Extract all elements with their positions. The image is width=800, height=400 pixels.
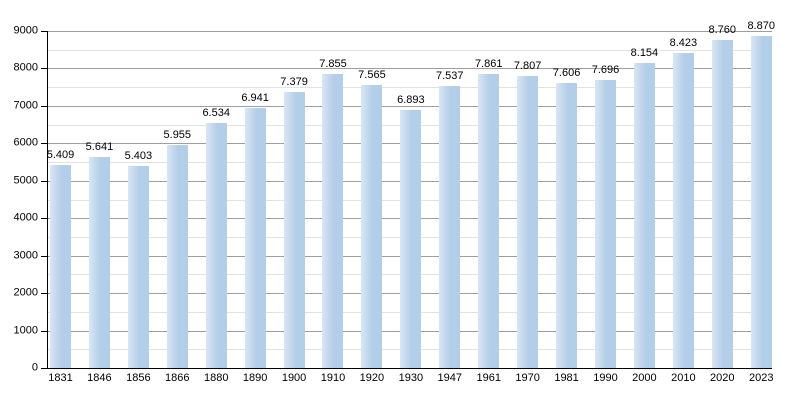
bar (711, 40, 733, 368)
bar-value-label: 7.696 (591, 63, 620, 76)
y-axis-tick-label: 6000 (13, 136, 38, 149)
y-axis-tick (41, 68, 47, 70)
bar (672, 52, 694, 368)
x-axis-tick-label: 1866 (165, 372, 190, 384)
gridline-major (48, 68, 772, 70)
x-axis-tick-label: 1910 (320, 372, 346, 384)
plot-area: 5.409 5.641 5.403 5.955 6.534 6.941 7.379 7.855… (46, 20, 775, 368)
x-axis-tick-label: 1880 (203, 372, 229, 384)
bar (127, 165, 149, 368)
bar-value-label: 7.807 (513, 59, 542, 72)
bar-value-label: 6.534 (202, 107, 230, 120)
bar-value-label: 8.870 (747, 19, 775, 32)
bar (322, 73, 344, 368)
y-axis-tick-label: 3000 (13, 249, 38, 262)
x-axis-tick-label: 1890 (242, 372, 268, 384)
bar (166, 145, 188, 368)
x-axis-tick-label: 2010 (671, 372, 696, 384)
x-axis-tick-label: 1846 (87, 372, 112, 384)
x-axis-tick-label: 1947 (437, 372, 463, 384)
y-axis-tick (41, 105, 47, 107)
bar-value-label: 8.760 (708, 24, 737, 36)
x-axis-tick-label: 1981 (554, 372, 579, 384)
bar (283, 91, 305, 368)
bar (439, 85, 461, 368)
bar-value-label: 8.154 (630, 46, 659, 59)
bar-value-label: 5.403 (124, 149, 153, 162)
x-axis-tick-label: 1831 (48, 372, 73, 384)
x-axis-tick-label: 1990 (593, 372, 618, 384)
bar-value-label: 7.379 (280, 75, 308, 88)
y-axis-tick (41, 255, 47, 257)
y-axis-tick (41, 180, 47, 182)
bar-value-label: 7.565 (358, 68, 386, 81)
y-axis-tick-label: 8000 (13, 61, 38, 74)
y-axis-tick (41, 293, 47, 295)
bar (633, 62, 655, 368)
bar (244, 108, 266, 368)
y-axis-tick-label: 2000 (13, 286, 38, 299)
bar-value-label: 7.606 (552, 67, 581, 80)
y-axis-tick (41, 143, 47, 145)
bar-value-label: 7.861 (474, 57, 503, 70)
bar-value-label: 5.641 (85, 140, 114, 153)
y-axis-tick (41, 218, 47, 220)
x-axis-tick-label: 1961 (476, 372, 501, 384)
y-axis-tick-label: 7000 (13, 99, 38, 112)
y-axis-tick (41, 368, 47, 369)
bar (750, 35, 772, 368)
bar-value-label: 6.893 (397, 93, 425, 106)
bar (361, 84, 383, 368)
x-axis-tick-label: 1930 (398, 372, 424, 384)
x-axis-tick-label: 2020 (710, 372, 735, 384)
bar (50, 165, 71, 368)
bar (594, 79, 616, 368)
bar (205, 123, 227, 368)
bar (556, 83, 578, 368)
bar (478, 73, 500, 368)
bar-value-label: 6.941 (241, 92, 269, 105)
gridline-minor (48, 49, 772, 51)
gridline-major (48, 105, 772, 107)
bar-value-label: 7.537 (436, 69, 464, 82)
bar-value-label: 8.423 (669, 36, 698, 49)
y-axis-tick-label: 4000 (13, 211, 38, 224)
x-axis-line (47, 368, 772, 369)
bar-value-label: 5.955 (163, 129, 192, 142)
x-axis-tick-label: 1856 (126, 372, 151, 384)
y-axis-line (47, 31, 48, 369)
bar (400, 109, 422, 368)
y-axis-tick-label: 1000 (13, 324, 38, 337)
y-axis-tick-label: 0 (31, 361, 38, 374)
bar-value-label: 7.855 (319, 57, 347, 70)
bar (517, 75, 539, 368)
y-axis-tick-label: 9000 (13, 24, 38, 37)
gridline-major (48, 31, 772, 32)
x-axis-tick-label: 1970 (515, 372, 540, 384)
bar (88, 156, 110, 368)
gridline-minor (48, 87, 772, 89)
x-axis-tick-label: 1900 (281, 372, 307, 384)
y-axis-tick (41, 330, 47, 332)
y-axis-tick (41, 31, 47, 32)
x-axis-tick-label: 2000 (632, 372, 657, 384)
x-axis-tick-label: 1920 (359, 372, 385, 384)
y-axis-tick-label: 5000 (13, 174, 38, 187)
bar-value-label: 5.409 (46, 149, 75, 162)
x-axis-tick-label: 2023 (748, 372, 774, 384)
